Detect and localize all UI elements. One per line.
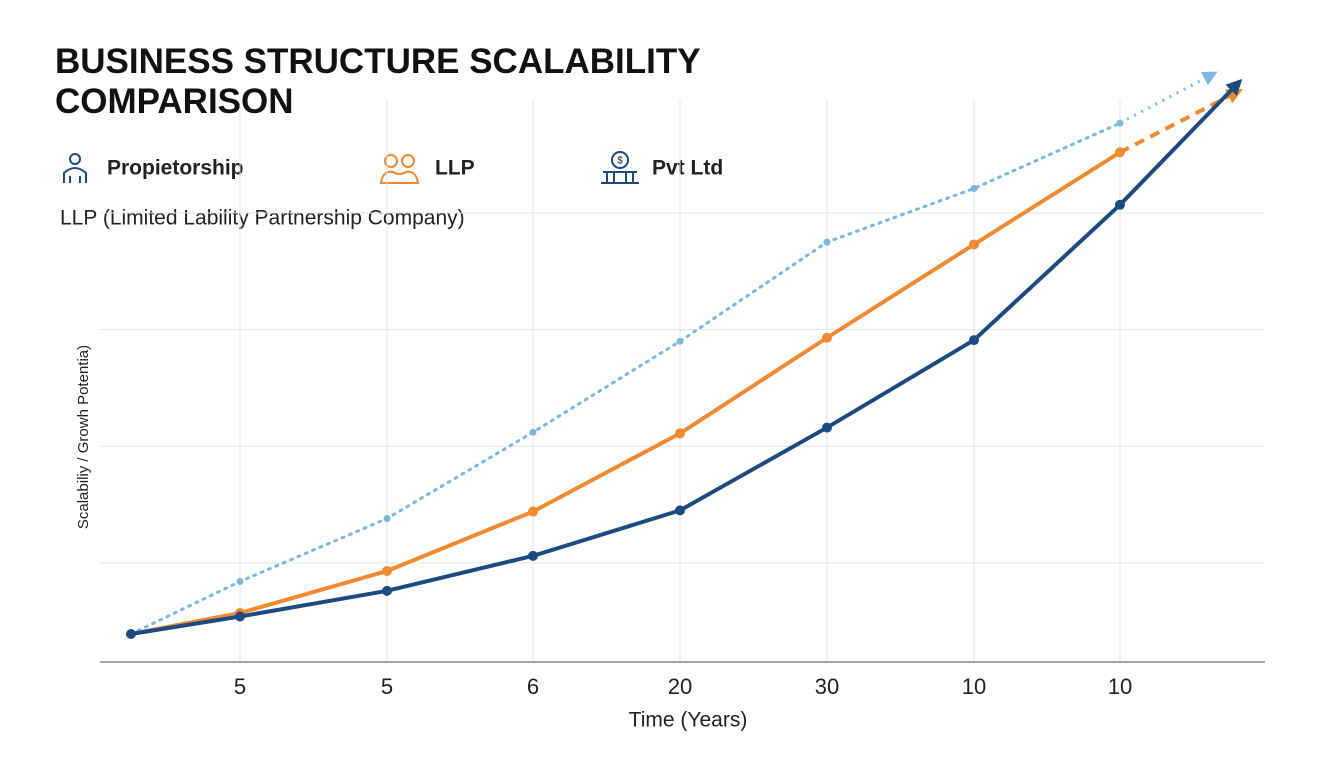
data-point xyxy=(1115,147,1125,158)
subtitle: LLP (Limited Lability Partnership Compan… xyxy=(60,207,465,230)
data-point xyxy=(528,550,538,561)
x-tick-label: 5 xyxy=(234,674,246,699)
legend-icon xyxy=(63,153,87,183)
grid xyxy=(100,100,1265,662)
data-point xyxy=(235,611,245,622)
series-line xyxy=(129,202,1122,637)
data-point xyxy=(1116,119,1124,127)
x-tick-label: 6 xyxy=(527,674,539,699)
data-point xyxy=(822,422,832,433)
series-projection xyxy=(1118,78,1243,207)
x-tick-label: 10 xyxy=(962,674,986,699)
data-point xyxy=(383,515,391,523)
series-line xyxy=(129,121,1122,636)
x-tick-label: 10 xyxy=(1108,674,1132,699)
legend-label: LLP xyxy=(435,157,475,180)
data-point xyxy=(676,337,684,345)
data-point xyxy=(822,332,832,343)
data-point xyxy=(236,578,244,586)
legend-label: Pvt Ltd xyxy=(652,157,723,180)
y-axis-label: Scalabiliy / Growh Potentia) xyxy=(75,345,92,529)
x-tick-label: 30 xyxy=(815,674,839,699)
legend-label: Propietorship xyxy=(107,157,244,180)
data-point xyxy=(969,239,979,250)
x-axis-label: Time (Years) xyxy=(629,709,748,732)
legend-icon xyxy=(379,154,420,184)
x-tick-label: 5 xyxy=(381,674,393,699)
data-point xyxy=(529,428,537,436)
data-point xyxy=(382,566,392,577)
data-point xyxy=(675,428,685,439)
data-point xyxy=(528,506,538,517)
x-tick-label: 20 xyxy=(668,674,692,699)
data-point xyxy=(382,585,392,596)
legend-icon: $ xyxy=(601,151,639,184)
data-point xyxy=(126,629,136,640)
chart-title: BUSINESS STRUCTURE SCALABILITY COMPARISO… xyxy=(55,42,700,121)
data-point xyxy=(823,238,831,246)
data-point xyxy=(675,505,685,516)
series-projection xyxy=(1119,71,1218,125)
series-projection xyxy=(1119,88,1243,155)
data-point xyxy=(1115,199,1125,210)
data-point xyxy=(970,184,978,192)
data-point xyxy=(969,335,979,346)
series-line xyxy=(129,150,1122,637)
svg-text:$: $ xyxy=(617,156,623,167)
